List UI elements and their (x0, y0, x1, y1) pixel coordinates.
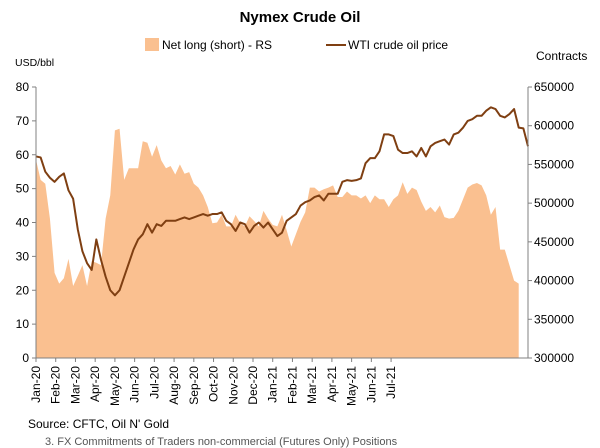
x-tick-label: Jan-20 (29, 366, 43, 403)
left-tick-label: 10 (16, 317, 30, 331)
legend-label-wti: WTI crude oil price (348, 38, 448, 52)
x-tick-label: Oct-20 (207, 366, 221, 402)
right-tick-label: 600000 (534, 119, 574, 133)
left-tick-label: 40 (16, 216, 30, 230)
x-tick-label: Jun-21 (364, 366, 378, 403)
x-tick-label: Feb-21 (285, 366, 299, 404)
x-axis-ticks: Jan-20 Feb-20 Mar-20 Apr-20 May-20 Jun-20 Jul-… (29, 358, 398, 406)
right-axis-ticks: 300000 350000 400000 450000 500000 550000 6000… (528, 80, 574, 365)
footnote: 3. FX Commitments of Traders non-commerc… (45, 436, 398, 448)
x-tick-label: Mar-20 (68, 366, 82, 404)
x-tick-label: Aug-20 (167, 366, 181, 405)
right-tick-label: 500000 (534, 196, 574, 210)
legend-swatch-net-long (145, 38, 159, 51)
right-tick-label: 550000 (534, 157, 574, 171)
net-long-area-layer (36, 128, 519, 358)
x-tick-label: Apr-21 (325, 366, 339, 402)
right-tick-label: 400000 (534, 274, 574, 288)
left-tick-label: 80 (16, 80, 30, 94)
source-note: Source: CFTC, Oil N' Gold (28, 417, 169, 431)
x-tick-label: May-21 (345, 366, 359, 406)
right-axis-label: Contracts (536, 49, 587, 63)
x-tick-label: Sep-20 (187, 366, 201, 405)
x-tick-label: Jun-20 (128, 366, 142, 403)
x-tick-label: Dec-20 (246, 366, 260, 405)
net-long-area (36, 128, 519, 358)
left-axis-label: USD/bbl (15, 57, 54, 69)
x-tick-label: Jul-21 (384, 366, 398, 399)
left-tick-label: 30 (16, 249, 30, 263)
x-tick-label: Nov-20 (226, 366, 240, 405)
legend: Net long (short) - RS WTI crude oil pric… (145, 38, 448, 52)
left-tick-label: 60 (16, 148, 30, 162)
x-tick-label: Jul-20 (147, 366, 161, 399)
wti-price-line (35, 106, 529, 297)
x-tick-label: Jan-21 (266, 366, 280, 403)
legend-label-net-long: Net long (short) - RS (162, 38, 272, 52)
x-tick-label: Mar-21 (305, 366, 319, 404)
left-tick-label: 0 (22, 351, 29, 365)
right-tick-label: 450000 (534, 235, 574, 249)
left-axis-ticks: 0 10 20 30 40 50 60 70 80 (16, 80, 36, 365)
left-tick-label: 20 (16, 283, 30, 297)
x-tick-label: May-20 (108, 366, 122, 406)
right-tick-label: 650000 (534, 80, 574, 94)
right-tick-label: 350000 (534, 312, 574, 326)
right-tick-label: 300000 (534, 351, 574, 365)
x-tick-label: Feb-20 (49, 366, 63, 404)
left-tick-label: 70 (16, 114, 30, 128)
chart-title: Nymex Crude Oil (240, 9, 361, 26)
wti-line-layer (35, 106, 529, 297)
x-tick-label: Apr-20 (88, 366, 102, 402)
left-tick-label: 50 (16, 182, 30, 196)
